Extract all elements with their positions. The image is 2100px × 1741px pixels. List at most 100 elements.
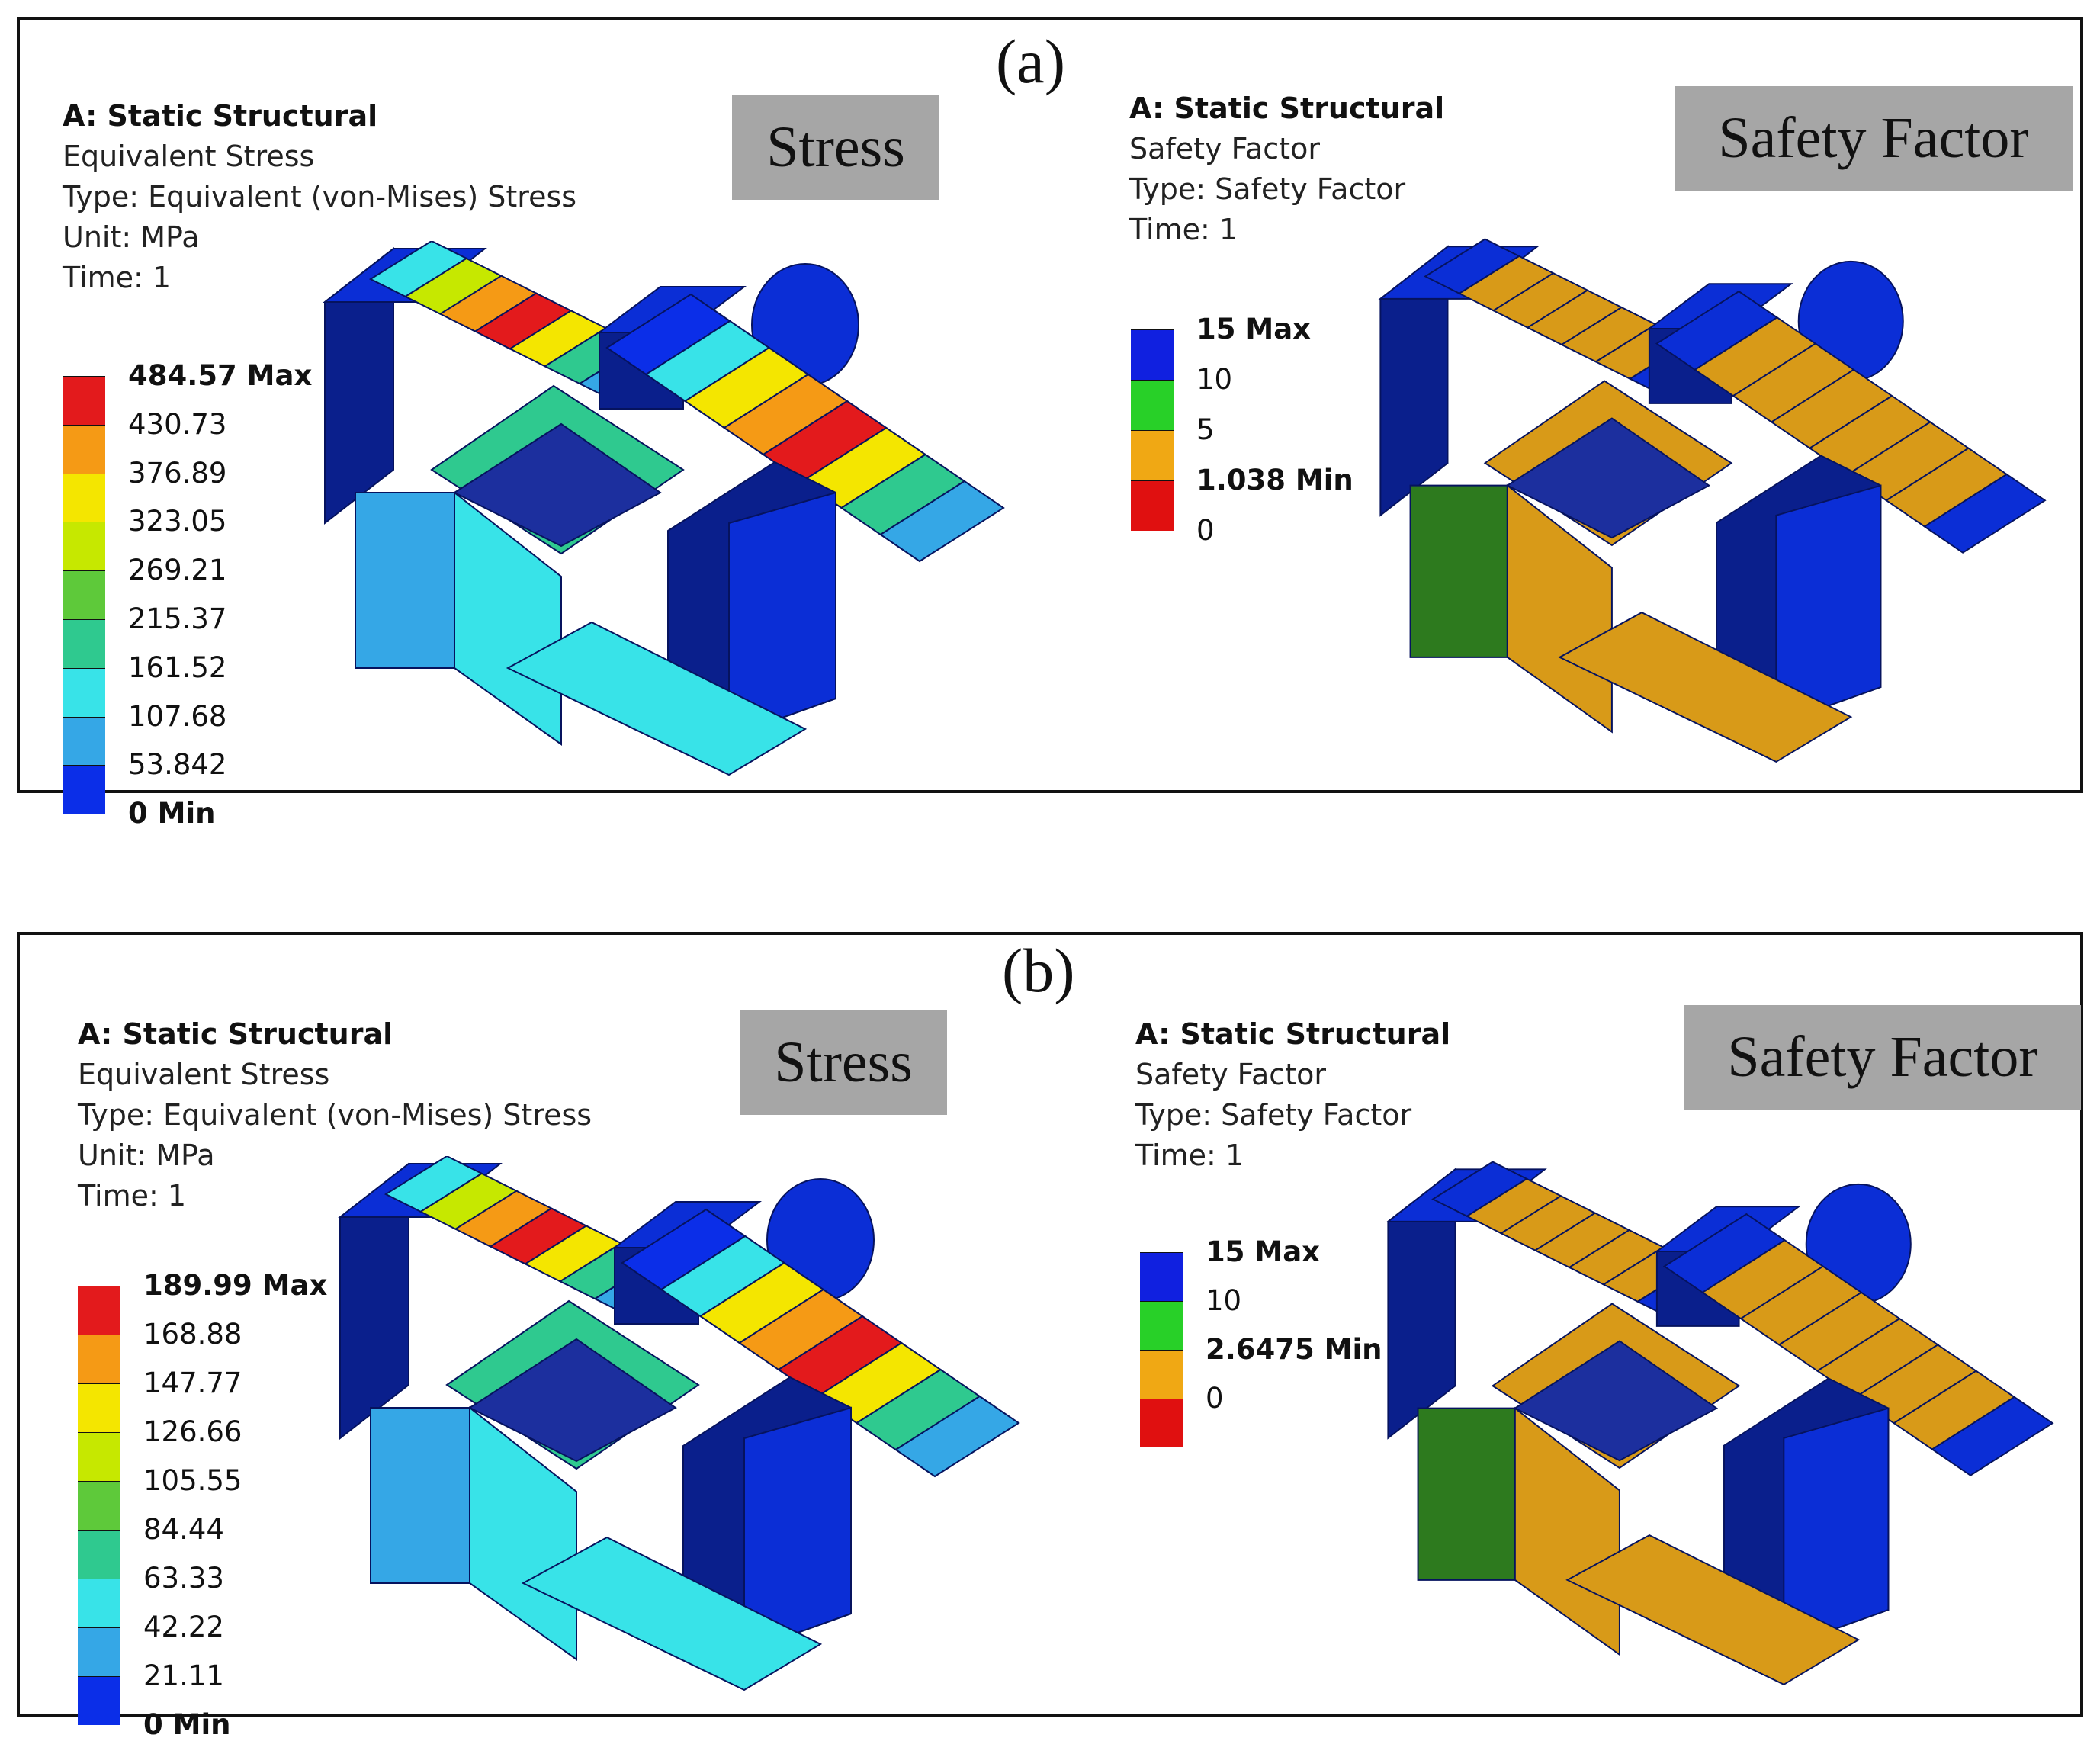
legend-color-swatch — [78, 1383, 120, 1432]
legend-label: 105.55 — [143, 1464, 242, 1497]
result-info: A: Static Structural Equivalent Stress T… — [78, 1014, 592, 1216]
lower-box-front — [355, 492, 455, 669]
info-unit: Unit: MPa — [63, 220, 200, 254]
legend-label: 126.66 — [143, 1415, 242, 1448]
stress-view: A: Static Structural Equivalent Stress T… — [20, 20, 1053, 829]
panel-a: (a) A: Static Structural Equivalent Stre… — [17, 17, 2086, 829]
legend-label: 5 — [1196, 413, 1215, 446]
right-box-side — [728, 491, 836, 738]
legend-color-swatch — [1131, 329, 1174, 380]
legend-color-swatch — [1131, 480, 1174, 531]
legend-label: 10 — [1206, 1284, 1242, 1317]
legend-color-swatch — [78, 1530, 120, 1579]
info-type: Type: Safety Factor — [1135, 1098, 1412, 1132]
legend-label: 0 Min — [143, 1708, 231, 1741]
stress-legend: 189.99 Max 168.88 147.77 126.66 105.55 84.44 6… — [78, 1270, 329, 1740]
legend-label: 1.038 Min — [1196, 464, 1353, 496]
result-info: A: Static Structural Safety Factor Type:… — [1135, 1014, 1450, 1176]
stress-model-render — [323, 241, 1005, 776]
legend-color-swatch — [63, 424, 105, 474]
legend-color-swatch — [78, 1627, 120, 1676]
safety-factor-model-render — [1386, 1161, 2054, 1686]
legend-label: 0 — [1196, 514, 1215, 547]
legend-color-swatch — [63, 765, 105, 814]
legend-color-swatch — [78, 1579, 120, 1627]
info-type: Type: Safety Factor — [1129, 172, 1406, 206]
legend-label: 15 Max — [1206, 1235, 1321, 1268]
legend-color-swatch — [63, 619, 105, 668]
safety-factor-view: A: Static Structural Safety Factor Type:… — [1053, 935, 2086, 1714]
beam-surface-band — [894, 1395, 1020, 1478]
legend-label: 84.44 — [143, 1513, 224, 1546]
right-box-side — [1783, 1407, 1890, 1649]
safety-factor-view: A: Static Structural Safety Factor Type:… — [1053, 20, 2086, 790]
info-time: Time: 1 — [78, 1179, 187, 1213]
safety-factor-badge: Safety Factor — [1675, 86, 2073, 191]
legend-color-swatch — [1131, 380, 1174, 430]
safety-factor-badge: Safety Factor — [1684, 1005, 2081, 1110]
legend-label: 147.77 — [143, 1367, 242, 1399]
info-title: A: Static Structural — [63, 99, 378, 133]
legend-label: 215.37 — [128, 602, 227, 635]
legend-color-swatch — [78, 1432, 120, 1481]
beam-surface-band — [1923, 473, 2047, 554]
info-title: A: Static Structural — [78, 1017, 393, 1051]
web-grating — [452, 422, 662, 548]
result-info: A: Static Structural Safety Factor Type:… — [1129, 88, 1444, 250]
legend-label: 42.22 — [143, 1611, 224, 1643]
stress-view: A: Static Structural Equivalent Stress T… — [20, 935, 1053, 1740]
legend-label: 484.57 Max — [128, 359, 313, 392]
panel-label: (b) — [1002, 936, 1075, 1005]
legend-label: 376.89 — [128, 456, 227, 490]
safety-factor-model-render — [1378, 238, 2047, 763]
legend-color-swatch — [1140, 1252, 1183, 1301]
legend-color-swatch — [63, 667, 105, 717]
right-box-side — [1775, 484, 1882, 726]
legend-label: 63.33 — [143, 1562, 224, 1595]
panel-b: (b) A: Static Structural Equivalent Stre… — [17, 932, 2086, 1740]
legend-color-swatch — [63, 570, 105, 619]
legend-color-swatch — [1131, 430, 1174, 480]
legend-label: 161.52 — [128, 650, 227, 684]
lower-box-front — [1417, 1407, 1516, 1581]
stress-badge: Stress — [732, 95, 939, 200]
info-unit: Unit: MPa — [78, 1139, 215, 1172]
stress-legend: 484.57 Max 430.73 376.89 323.05 269.21 215.37… — [63, 359, 314, 829]
right-box-side — [743, 1406, 852, 1653]
info-result: Equivalent Stress — [78, 1058, 330, 1091]
legend-color-swatch — [78, 1481, 120, 1530]
legend-label: 15 Max — [1196, 313, 1312, 345]
panel-label: (a) — [996, 27, 1066, 96]
legend-label: 323.05 — [128, 505, 227, 538]
beam-surface-band — [878, 480, 1005, 563]
legend-label: 10 — [1196, 363, 1233, 396]
legend-color-swatch — [63, 473, 105, 522]
bottom-beam — [1558, 611, 1853, 763]
result-info: A: Static Structural Equivalent Stress T… — [63, 96, 576, 298]
legend-color-swatch — [63, 376, 105, 425]
legend-color-swatch — [78, 1286, 120, 1335]
legend-label: 53.842 — [128, 748, 227, 782]
bottom-beam — [1565, 1534, 1861, 1686]
legend-color-swatch — [1140, 1350, 1183, 1399]
legend-label: 21.11 — [143, 1659, 224, 1692]
lower-box-front — [1409, 484, 1508, 658]
legend-label: 269.21 — [128, 554, 227, 587]
legend-color-swatch — [1140, 1399, 1183, 1447]
info-type: Type: Equivalent (von-Mises) Stress — [78, 1098, 592, 1132]
web-grating — [1505, 417, 1711, 539]
info-title: A: Static Structural — [1135, 1017, 1451, 1051]
legend-label: 168.88 — [143, 1318, 242, 1351]
info-title: A: Static Structural — [1129, 92, 1445, 125]
stress-badge: Stress — [740, 1010, 947, 1115]
safety-factor-legend: 15 Max 10 2.6475 Min 0 — [1140, 1237, 1392, 1450]
legend-label: 0 Min — [128, 797, 216, 830]
legend-color-swatch — [78, 1335, 120, 1383]
web-grating — [1513, 1340, 1719, 1462]
info-time: Time: 1 — [1135, 1139, 1244, 1172]
web-grating — [467, 1338, 677, 1463]
legend-color-swatch — [63, 716, 105, 766]
legend-label: 0 — [1206, 1382, 1224, 1415]
stress-model-render — [338, 1156, 1020, 1691]
bottom-beam — [506, 621, 808, 776]
